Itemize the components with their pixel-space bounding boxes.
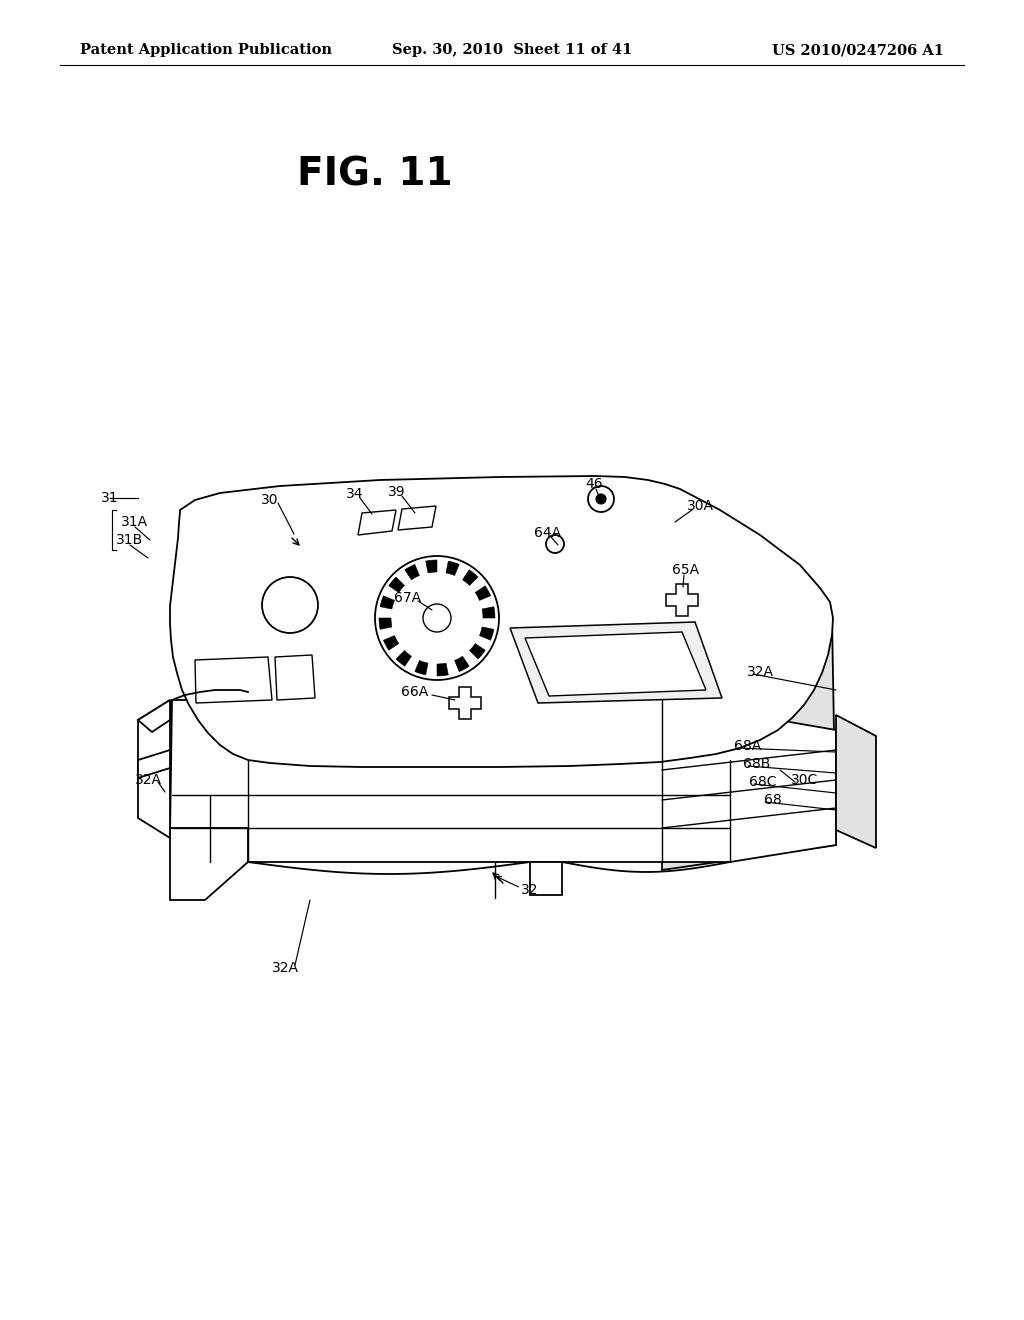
Text: Sep. 30, 2010  Sheet 11 of 41: Sep. 30, 2010 Sheet 11 of 41 [392,44,632,57]
Polygon shape [426,560,437,573]
Polygon shape [479,627,494,640]
Polygon shape [475,586,490,601]
Polygon shape [525,632,706,696]
Polygon shape [463,570,478,586]
Circle shape [375,556,499,680]
Text: 34: 34 [346,487,364,502]
Text: 30C: 30C [792,774,818,787]
Polygon shape [383,636,398,651]
Polygon shape [437,663,449,676]
Polygon shape [396,651,412,667]
Text: 64A: 64A [535,525,561,540]
Text: 32A: 32A [271,961,299,975]
Circle shape [588,486,614,512]
Polygon shape [836,715,876,847]
Text: 68C: 68C [750,775,777,789]
Text: US 2010/0247206 A1: US 2010/0247206 A1 [772,44,944,57]
Polygon shape [510,622,722,704]
Polygon shape [415,660,428,675]
Polygon shape [404,565,420,579]
Text: 68: 68 [764,793,782,807]
Circle shape [262,577,318,634]
Polygon shape [138,750,170,777]
Polygon shape [195,657,272,704]
Polygon shape [358,510,396,535]
Text: 66A: 66A [401,685,429,700]
Polygon shape [170,700,836,862]
Text: 68A: 68A [734,739,762,752]
Polygon shape [482,607,495,618]
Text: 30: 30 [261,492,279,507]
Text: 31: 31 [101,491,119,506]
Polygon shape [470,644,485,659]
Text: 32A: 32A [746,665,773,678]
Polygon shape [389,577,404,593]
Text: 32: 32 [521,883,539,898]
Polygon shape [446,561,459,576]
Text: 31A: 31A [122,515,148,529]
Text: 67A: 67A [394,591,422,605]
Circle shape [546,535,564,553]
Text: FIG. 11: FIG. 11 [297,156,453,194]
Polygon shape [379,618,392,630]
Polygon shape [170,477,833,767]
Text: 39: 39 [388,484,406,499]
Polygon shape [138,700,170,733]
Text: 30A: 30A [686,499,714,513]
Polygon shape [138,700,170,838]
Polygon shape [662,484,836,870]
Polygon shape [666,583,698,616]
Circle shape [596,494,606,504]
Polygon shape [530,862,562,895]
Text: 68B: 68B [743,756,771,771]
Text: 65A: 65A [673,564,699,577]
Text: 31B: 31B [117,533,143,546]
Polygon shape [170,828,248,900]
Polygon shape [398,506,436,531]
Text: 46: 46 [585,477,603,491]
Polygon shape [380,595,394,609]
Circle shape [423,605,451,632]
Polygon shape [275,655,315,700]
Polygon shape [449,686,481,719]
Polygon shape [455,656,469,672]
Text: 32A: 32A [134,774,162,787]
Text: Patent Application Publication: Patent Application Publication [80,44,332,57]
